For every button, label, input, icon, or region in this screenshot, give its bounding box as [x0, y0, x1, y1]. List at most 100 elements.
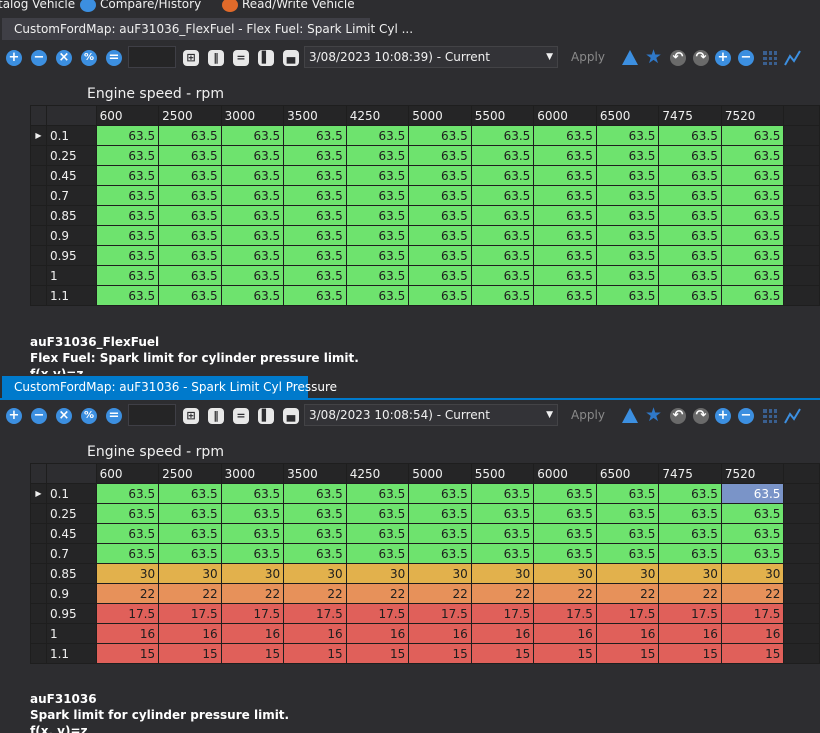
map-cell[interactable]: 63.5	[470, 225, 535, 246]
map-cell[interactable]: 63.5	[220, 523, 285, 544]
row-selector-arrow-icon[interactable]: ▶	[30, 483, 47, 504]
map-cell[interactable]: 63.5	[283, 265, 347, 286]
map-cell[interactable]: 63.5	[720, 225, 785, 246]
map-cell[interactable]: 63.5	[95, 125, 160, 146]
map-cell[interactable]: 30	[595, 563, 660, 584]
redo-icon[interactable]: ↷	[693, 408, 709, 424]
map-cell[interactable]: 63.5	[220, 225, 285, 246]
row-header[interactable]: 0.7	[45, 543, 97, 564]
map-cell[interactable]: 15	[283, 643, 347, 664]
map-cell[interactable]: 63.5	[220, 205, 285, 226]
map-cell[interactable]: 63.5	[720, 543, 785, 564]
map-cell[interactable]: 63.5	[283, 483, 347, 504]
map-cell[interactable]: 63.5	[533, 543, 597, 564]
map-cell[interactable]: 63.5	[345, 205, 410, 226]
map-cell[interactable]: 63.5	[408, 245, 472, 266]
map-cell[interactable]: 63.5	[345, 165, 410, 186]
row-selector-arrow-icon[interactable]: ▶	[30, 125, 47, 146]
map-cell[interactable]: 63.5	[408, 503, 472, 524]
map-cell[interactable]: 63.5	[158, 265, 222, 286]
column-header[interactable]: 5500	[470, 463, 535, 484]
map-cell[interactable]: 63.5	[283, 145, 347, 166]
row-selector[interactable]	[30, 643, 47, 664]
map-cell[interactable]: 63.5	[220, 265, 285, 286]
interpolate-vertical-icon[interactable]: ‖	[208, 50, 224, 66]
map-cell[interactable]: 17.5	[158, 603, 222, 624]
map-cell[interactable]: 30	[658, 563, 722, 584]
column-header[interactable]: 7475	[658, 463, 722, 484]
map-cell[interactable]: 63.5	[345, 245, 410, 266]
map-cell[interactable]: 16	[533, 623, 597, 644]
map-cell[interactable]: 63.5	[95, 165, 160, 186]
column-header[interactable]: 3000	[220, 105, 285, 126]
map-cell[interactable]: 63.5	[408, 225, 472, 246]
map-cell[interactable]: 63.5	[470, 165, 535, 186]
row-header[interactable]: 0.45	[45, 523, 97, 544]
interpolate-horizontal-icon[interactable]: =	[233, 50, 249, 66]
map-cell[interactable]: 63.5	[95, 225, 160, 246]
map-cell[interactable]: 22	[658, 583, 722, 604]
menu-item-read-write-vehicle[interactable]: Read/Write Vehicle	[222, 0, 355, 12]
fill-bottom-icon[interactable]: ▄	[283, 408, 299, 424]
multiply-icon[interactable]: ×	[56, 408, 72, 424]
map-cell[interactable]: 16	[470, 623, 535, 644]
map-cell[interactable]: 63.5	[533, 503, 597, 524]
map-cell[interactable]: 63.5	[720, 285, 785, 306]
column-header[interactable]: 3500	[283, 463, 347, 484]
map-cell[interactable]: 63.5	[283, 503, 347, 524]
column-header[interactable]: 600	[95, 463, 160, 484]
map-cell[interactable]: 63.5	[470, 543, 535, 564]
map-cell[interactable]: 63.5	[658, 265, 722, 286]
map-cell[interactable]: 63.5	[470, 483, 535, 504]
map-cell[interactable]: 22	[158, 583, 222, 604]
map-cell[interactable]: 16	[220, 623, 285, 644]
adjust-value-input[interactable]	[128, 46, 176, 68]
row-header[interactable]: 0.85	[45, 563, 97, 584]
row-selector[interactable]	[30, 225, 47, 246]
map-cell[interactable]: 22	[595, 583, 660, 604]
undo-icon[interactable]: ↶	[670, 50, 686, 66]
map-cell[interactable]: 63.5	[158, 483, 222, 504]
row-header[interactable]: 1	[45, 623, 97, 644]
row-header[interactable]: 1.1	[45, 285, 97, 306]
column-header[interactable]: 7520	[720, 105, 785, 126]
map-cell[interactable]: 63.5	[595, 125, 660, 146]
menu-item-compare-history[interactable]: Compare/History	[80, 0, 201, 12]
map-cell[interactable]: 15	[658, 643, 722, 664]
row-selector[interactable]	[30, 503, 47, 524]
map-cell[interactable]: 63.5	[283, 523, 347, 544]
map-cell[interactable]: 30	[220, 563, 285, 584]
row-header[interactable]: 0.9	[45, 583, 97, 604]
row-selector[interactable]	[30, 583, 47, 604]
history-date-select[interactable]: 3/08/2023 10:08:54) - Current ▼	[304, 404, 558, 426]
map-cell[interactable]: 63.5	[533, 523, 597, 544]
map-cell[interactable]: 30	[283, 563, 347, 584]
map-cell[interactable]: 17.5	[95, 603, 160, 624]
map-cell[interactable]: 15	[158, 643, 222, 664]
map-cell[interactable]: 30	[720, 563, 785, 584]
column-header[interactable]: 6500	[595, 463, 660, 484]
column-header[interactable]: 5500	[470, 105, 535, 126]
map-cell[interactable]: 63.5	[595, 523, 660, 544]
map-cell[interactable]: 63.5	[345, 503, 410, 524]
map-cell[interactable]: 63.5	[345, 145, 410, 166]
increase-icon[interactable]: +	[6, 408, 22, 424]
map-cell[interactable]: 16	[595, 623, 660, 644]
map-cell[interactable]: 63.5	[595, 165, 660, 186]
map-cell[interactable]: 63.5	[720, 523, 785, 544]
map-cell[interactable]: 63.5	[658, 185, 722, 206]
zoom-out-icon[interactable]: −	[738, 50, 754, 66]
map-cell[interactable]: 17.5	[595, 603, 660, 624]
map-cell[interactable]: 63.5	[658, 125, 722, 146]
map-cell[interactable]: 22	[408, 583, 472, 604]
map-cell[interactable]: 30	[158, 563, 222, 584]
map-cell[interactable]: 22	[220, 583, 285, 604]
interpolate-horizontal-icon[interactable]: =	[233, 408, 249, 424]
map-cell[interactable]: 30	[345, 563, 410, 584]
map-cell[interactable]: 63.5	[158, 225, 222, 246]
map-cell[interactable]: 63.5	[658, 543, 722, 564]
map-cell[interactable]: 63.5	[408, 285, 472, 306]
map-cell[interactable]: 63.5	[720, 165, 785, 186]
map-cell[interactable]: 63.5	[220, 285, 285, 306]
row-selector[interactable]	[30, 185, 47, 206]
